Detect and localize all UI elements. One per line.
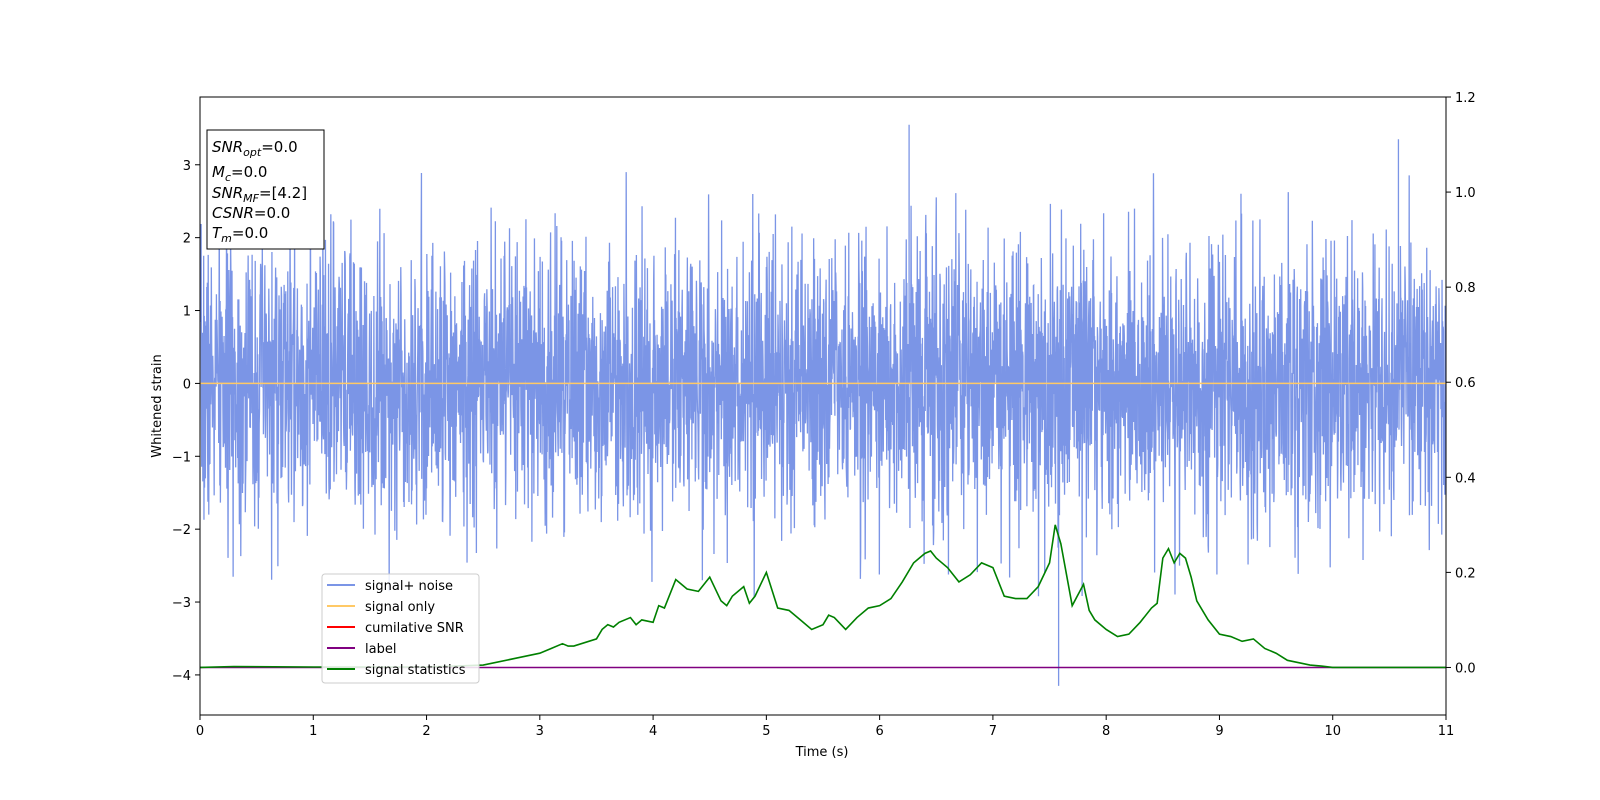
y2-tick-label: 1.0 — [1455, 186, 1476, 201]
x-axis-label: Time (s) — [795, 745, 849, 760]
info-box-line: SNRopt=0.0 — [212, 138, 298, 159]
y-axis-label: Whitened strain — [150, 354, 165, 457]
y-tick-label: −2 — [172, 523, 191, 538]
y-tick-label: 2 — [183, 232, 191, 247]
y2-tick-label: 1.2 — [1455, 91, 1476, 106]
x-tick-label: 2 — [422, 724, 430, 739]
y-axis-right: 0.0 0.2 0.4 0.6 0.8 1.0 1.2 — [1446, 91, 1476, 676]
legend-label: signal statistics — [365, 663, 466, 678]
y-tick-label: 0 — [183, 377, 191, 392]
y2-tick-label: 0.0 — [1455, 661, 1476, 676]
series-signal-statistics-line — [200, 524, 1446, 669]
legend-label: label — [365, 642, 396, 657]
info-box-line: SNRMF=[4.2] — [212, 184, 307, 205]
x-tick-label: 5 — [762, 724, 770, 739]
legend-frame — [321, 573, 480, 684]
legend-label: signal+ noise — [365, 579, 453, 594]
info-box-frame — [206, 129, 325, 250]
legend-label: cumilative SNR — [365, 621, 464, 636]
y-tick-label: −4 — [172, 669, 191, 684]
x-tick-label: 8 — [1102, 724, 1110, 739]
y2-tick-label: 0.8 — [1455, 281, 1476, 296]
x-tick-label: 1 — [309, 724, 317, 739]
x-tick-label: 6 — [875, 724, 883, 739]
x-tick-label: 10 — [1324, 724, 1341, 739]
y-tick-label: 1 — [183, 305, 191, 320]
x-tick-label: 11 — [1438, 724, 1455, 739]
y2-tick-label: 0.6 — [1455, 376, 1476, 391]
x-tick-label: 4 — [649, 724, 657, 739]
info-box-line: CSNR=0.0 — [212, 204, 290, 222]
info-box-line: Tm=0.0 — [212, 224, 268, 245]
y-tick-label: 3 — [183, 159, 191, 174]
x-tick-label: 9 — [1215, 724, 1223, 739]
x-axis: 0 1 2 3 4 5 6 7 8 9 10 11 — [196, 715, 1454, 739]
legend-label: signal only — [365, 600, 435, 615]
y-tick-label: −3 — [172, 596, 191, 611]
y-axis-left: −4 −3 −2 −1 0 1 2 3 — [172, 159, 200, 684]
plot-frame — [199, 96, 1447, 716]
info-box-line: Mc=0.0 — [212, 163, 267, 184]
x-tick-label: 3 — [536, 724, 544, 739]
y2-tick-label: 0.2 — [1455, 566, 1476, 581]
series-signal-noise-line — [200, 124, 1446, 686]
legend: signal+ noise signal only cumilative SNR la… — [321, 573, 480, 684]
x-tick-label: 0 — [196, 724, 204, 739]
x-tick-label: 7 — [989, 724, 997, 739]
y-tick-label: −1 — [172, 450, 191, 465]
y2-tick-label: 0.4 — [1455, 471, 1476, 486]
